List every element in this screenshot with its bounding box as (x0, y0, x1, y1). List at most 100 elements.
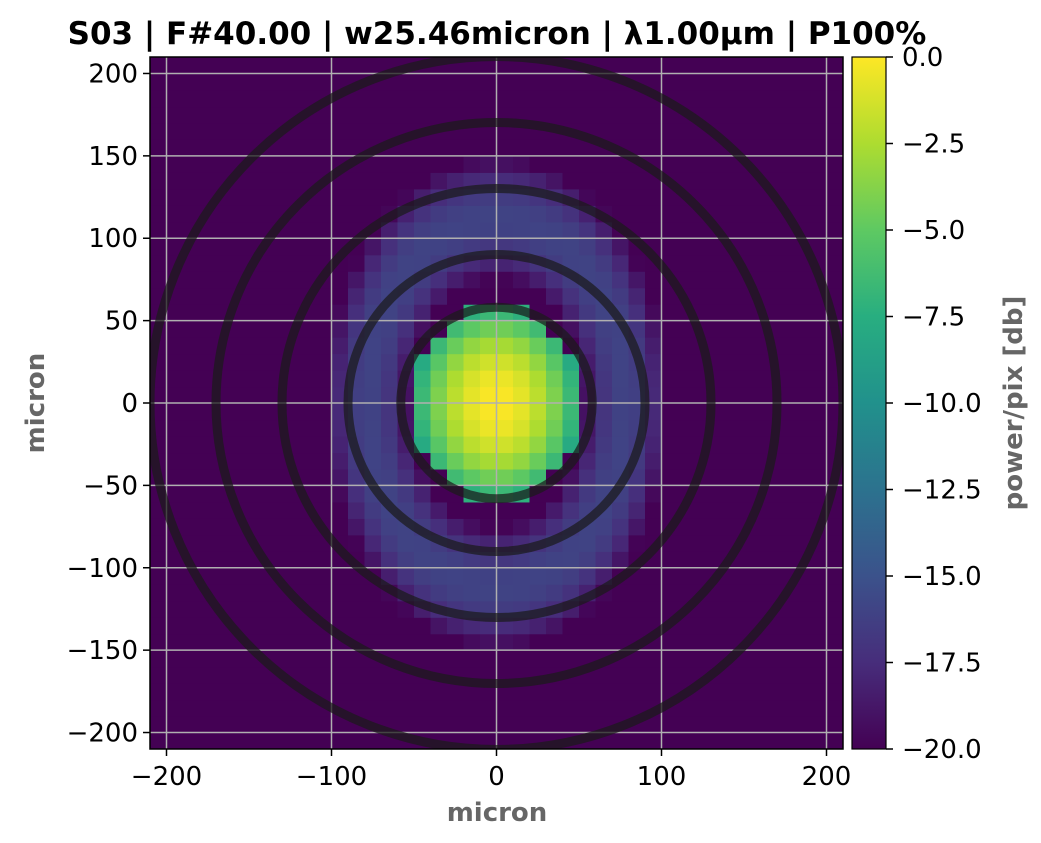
heatmap-cell (595, 699, 613, 717)
heatmap-cell (777, 419, 795, 437)
heatmap-cell (694, 155, 712, 173)
heatmap-cell (265, 468, 283, 486)
heatmap-cell (678, 650, 696, 668)
heatmap-cell (546, 485, 564, 503)
heatmap-cell (826, 534, 843, 552)
heatmap-cell (777, 106, 795, 124)
heatmap-cell (546, 155, 564, 173)
x-tick-label: 200 (802, 762, 852, 792)
heatmap-cell (447, 320, 465, 338)
heatmap-cell (249, 57, 267, 75)
heatmap-cell (826, 238, 843, 256)
heatmap-cell (546, 501, 564, 519)
heatmap-cell (381, 534, 399, 552)
heatmap-cell (364, 386, 382, 404)
heatmap-cell (645, 485, 663, 503)
heatmap-cell (331, 419, 349, 437)
heatmap-cell (414, 238, 432, 256)
heatmap-cell (678, 271, 696, 289)
heatmap-cell (661, 584, 679, 602)
heatmap-cell (793, 617, 811, 635)
heatmap-cell (447, 468, 465, 486)
y-tick-label: 150 (88, 142, 138, 172)
heatmap-cell (381, 370, 399, 388)
heatmap-cell (793, 287, 811, 305)
heatmap-cell (364, 403, 382, 421)
heatmap-cell (595, 518, 613, 536)
heatmap-cell (183, 73, 201, 91)
heatmap-cell (447, 501, 465, 519)
heatmap-cell (711, 617, 729, 635)
heatmap-cell (678, 534, 696, 552)
heatmap-cell (744, 57, 762, 75)
heatmap-cell (414, 567, 432, 585)
heatmap-cell (546, 353, 564, 371)
x-tick-label: 100 (637, 762, 687, 792)
heatmap-cell (430, 106, 448, 124)
heatmap-cell (546, 287, 564, 305)
heatmap-cell (216, 89, 234, 108)
heatmap-cell (727, 600, 745, 618)
heatmap-cell (760, 155, 778, 173)
heatmap-cell (232, 584, 250, 602)
heatmap-cell (381, 419, 399, 437)
heatmap-cell (315, 73, 333, 91)
heatmap-cell (777, 732, 795, 749)
heatmap-cell (216, 567, 234, 585)
heatmap-cell (513, 155, 531, 173)
heatmap-cell (612, 419, 630, 437)
heatmap-cell (810, 617, 828, 635)
heatmap-cell (777, 370, 795, 388)
heatmap-cell (826, 122, 843, 140)
heatmap-cell (166, 320, 184, 338)
heatmap-cell (249, 287, 267, 305)
heatmap-cell (298, 419, 316, 437)
heatmap-cell (331, 732, 349, 749)
heatmap-cell (496, 337, 514, 355)
heatmap-cell (282, 518, 300, 536)
y-tick-label: −100 (67, 554, 138, 584)
heatmap-cell (249, 468, 267, 486)
heatmap-cell (447, 205, 465, 223)
heatmap-cell (315, 122, 333, 140)
heatmap-cell (546, 172, 564, 190)
heatmap-cell (232, 238, 250, 256)
heatmap-cell (595, 468, 613, 486)
heatmap-cell (150, 567, 168, 585)
heatmap-cell (595, 567, 613, 585)
heatmap-cell (579, 468, 597, 486)
heatmap-cell (694, 172, 712, 190)
heatmap-cell (579, 320, 597, 338)
heatmap-cell (430, 501, 448, 519)
heatmap-cell (381, 683, 399, 701)
heatmap-cell (760, 534, 778, 552)
heatmap-cell (562, 106, 580, 124)
heatmap-cell (364, 57, 382, 75)
heatmap-cell (810, 205, 828, 223)
heatmap-cell (265, 155, 283, 173)
heatmap-cell (777, 320, 795, 338)
heatmap-cell (810, 567, 828, 585)
heatmap-cell (579, 617, 597, 635)
heatmap-cell (678, 435, 696, 454)
heatmap-cell (711, 320, 729, 338)
heatmap-cell (744, 337, 762, 355)
heatmap-cell (348, 172, 366, 190)
heatmap-cell (430, 551, 448, 569)
colorbar (851, 56, 887, 750)
heatmap-cell (166, 452, 184, 470)
heatmap-cell (348, 501, 366, 519)
heatmap-cell (232, 732, 250, 749)
heatmap-cell (298, 238, 316, 256)
heatmap-cell (199, 534, 217, 552)
heatmap-cell (282, 650, 300, 668)
heatmap-cell (348, 287, 366, 305)
heatmap-cell (793, 435, 811, 454)
heatmap-cell (711, 732, 729, 749)
heatmap-cell (381, 155, 399, 173)
heatmap-cell (810, 139, 828, 157)
heatmap-cell (166, 172, 184, 190)
heatmap-cell (397, 617, 415, 635)
heatmap-cell (265, 337, 283, 355)
